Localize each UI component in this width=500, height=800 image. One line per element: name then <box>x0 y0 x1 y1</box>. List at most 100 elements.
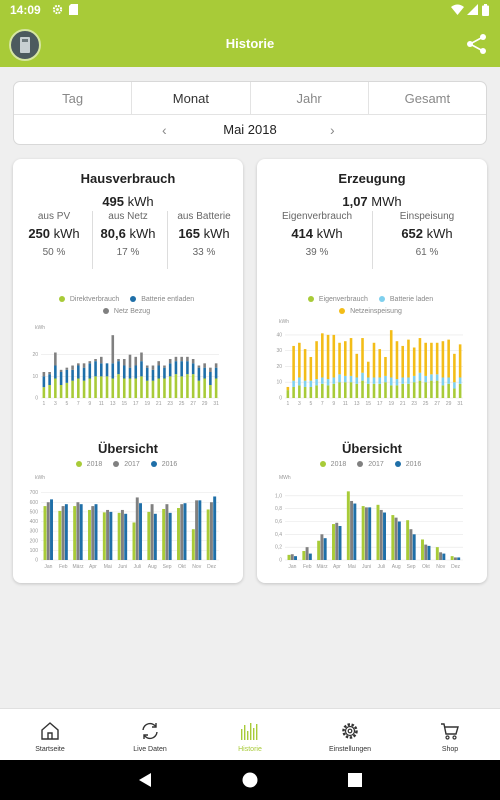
bar-segment <box>286 386 290 391</box>
bar-segment <box>99 356 103 364</box>
back-icon[interactable] <box>138 772 152 788</box>
x-tick-label: Juni <box>118 564 127 570</box>
bar-segment <box>355 353 359 378</box>
x-tick-label: 25 <box>179 401 185 407</box>
tab-monat[interactable]: Monat <box>132 82 251 114</box>
bar-segment <box>378 383 382 398</box>
bar-segment <box>424 382 427 398</box>
bar <box>439 552 443 560</box>
y-tick-label: 200 <box>30 538 39 544</box>
production-col-label: Einspeisung <box>399 211 455 222</box>
bar-segment <box>214 378 218 398</box>
bar-segment <box>99 376 103 398</box>
production-col-unit: kWh <box>316 226 343 241</box>
home-circle-icon[interactable] <box>242 772 258 788</box>
nav-startseite[interactable]: Startseite <box>0 709 100 761</box>
tab-tag[interactable]: Tag <box>14 82 133 114</box>
signal-icon <box>467 4 478 15</box>
bar <box>106 509 110 560</box>
x-tick-label: Sep <box>407 564 416 570</box>
x-tick-label: Aug <box>148 564 157 570</box>
x-tick-label: 11 <box>99 401 104 407</box>
bar-segment <box>412 347 416 376</box>
nav-historie[interactable]: Historie <box>200 709 300 761</box>
bar-segment <box>42 387 46 398</box>
battery-device-icon <box>20 37 30 53</box>
x-tick-label: Aug <box>392 564 401 570</box>
period-navigator: ‹ Mai 2018 › <box>14 115 486 145</box>
nav-einstellungen[interactable]: Einstellungen <box>300 709 400 761</box>
bar <box>91 506 95 560</box>
bar-segment <box>366 377 370 384</box>
bar <box>435 547 439 560</box>
x-tick-label: 15 <box>365 401 371 407</box>
legend-label: 2018 <box>330 461 347 468</box>
bar-segment <box>122 378 126 398</box>
consumption-col-label: aus Netz <box>108 211 148 222</box>
consumption-card[interactable]: Hausverbrauch 495 kWh aus PV 250 kWh 50 … <box>13 159 243 583</box>
legend-label: Direktverbrauch <box>69 296 120 303</box>
x-tick-label: 27 <box>434 401 440 407</box>
bar-segment <box>378 377 382 384</box>
share-icon[interactable] <box>466 33 488 55</box>
tab-jahr[interactable]: Jahr <box>251 82 369 114</box>
bar-segment <box>361 372 364 381</box>
y-tick-label: 40 <box>276 332 282 338</box>
y-tick-label: 0 <box>35 558 38 564</box>
x-tick-label: 29 <box>202 401 208 407</box>
consumption-total-unit: kWh <box>127 194 154 209</box>
nav-shop[interactable]: Shop <box>400 709 500 761</box>
bar-segment <box>349 375 353 383</box>
bar-segment <box>407 383 410 398</box>
production-col-label: Eigenverbrauch <box>281 211 353 222</box>
legend-item: 2016 <box>394 461 425 468</box>
legend-item: Batterie entladen <box>130 296 197 303</box>
bar-segment <box>134 356 138 366</box>
production-col-value: 414 <box>291 226 314 241</box>
bar <box>206 509 210 560</box>
production-total-value: 1,07 <box>342 194 368 209</box>
daily-chart-legend: Netz Bezug <box>13 308 243 315</box>
bottom-navigation: Startseite Live Daten Historie Einstellu… <box>0 708 500 760</box>
y-tick-label: 10 <box>32 374 38 380</box>
nav-live-daten[interactable]: Live Daten <box>100 709 200 761</box>
x-tick-label: 31 <box>213 401 219 407</box>
bar-segment <box>151 369 155 381</box>
x-tick-label: 25 <box>423 401 429 407</box>
bar-segment <box>140 376 143 398</box>
chevron-right-icon[interactable]: › <box>330 122 335 138</box>
bar <box>421 539 424 560</box>
legend-item: 2017 <box>357 461 387 468</box>
x-tick-label: 1 <box>286 401 289 407</box>
gear-icon <box>342 723 358 739</box>
bar-segment <box>430 374 433 381</box>
recents-icon[interactable] <box>348 773 362 787</box>
wifi-icon <box>451 4 464 15</box>
bar-segment <box>332 334 336 378</box>
bar-segment <box>94 361 97 377</box>
axis-unit: kWh <box>35 475 45 481</box>
x-tick-label: 29 <box>446 401 452 407</box>
daily-chart-legend: Eigenverbrauch Batterie laden <box>257 296 487 303</box>
bar-segment <box>441 385 445 398</box>
bar <box>177 508 180 560</box>
bar <box>94 504 98 560</box>
production-overview-title: Übersicht <box>342 441 402 456</box>
tab-gesamt[interactable]: Gesamt <box>404 91 451 106</box>
bar-segment <box>332 383 336 398</box>
bar-segment <box>209 372 212 385</box>
bar-segment <box>447 377 450 384</box>
bar-segment <box>191 359 195 364</box>
bar <box>79 504 83 560</box>
bar <box>450 556 454 560</box>
device-avatar[interactable] <box>9 29 41 61</box>
bar-segment <box>303 380 307 387</box>
chevron-left-icon[interactable]: ‹ <box>162 122 167 138</box>
production-card[interactable]: Erzeugung 1,07 MWh Eigenverbrauch 414 kW… <box>257 159 487 583</box>
bar <box>350 500 354 560</box>
legend-item: Netz Bezug <box>102 308 153 315</box>
daily-chart-legend: Direktverbrauch Batterie entladen <box>13 296 243 303</box>
consumption-col-unit: kWh <box>203 226 230 241</box>
bar-segment <box>71 380 74 398</box>
